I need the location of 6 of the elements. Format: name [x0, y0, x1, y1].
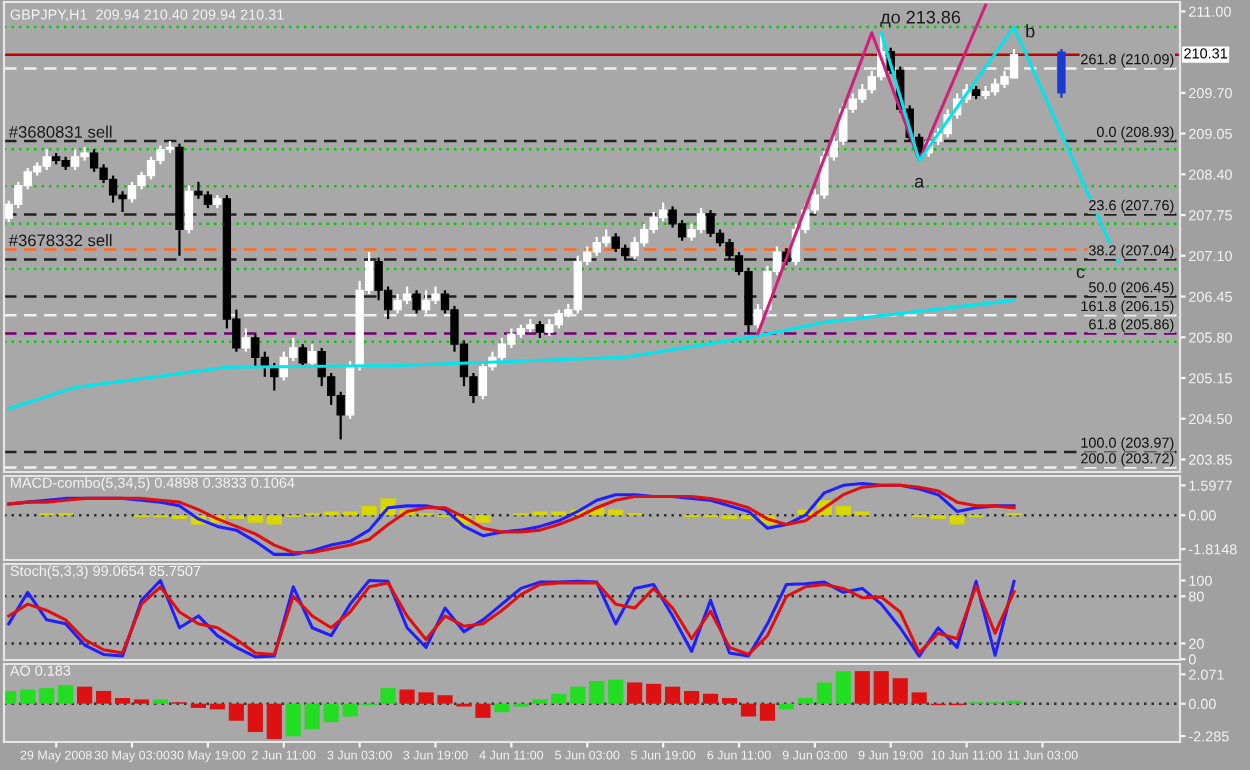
annotation: до 213.86	[880, 10, 961, 27]
annotation: c	[1076, 268, 1085, 279]
annotation: b	[1026, 24, 1035, 38]
annotation: a	[914, 177, 925, 188]
annotation: #3678332 sell	[8, 234, 112, 247]
annotation: #3680831 sell	[8, 125, 112, 138]
